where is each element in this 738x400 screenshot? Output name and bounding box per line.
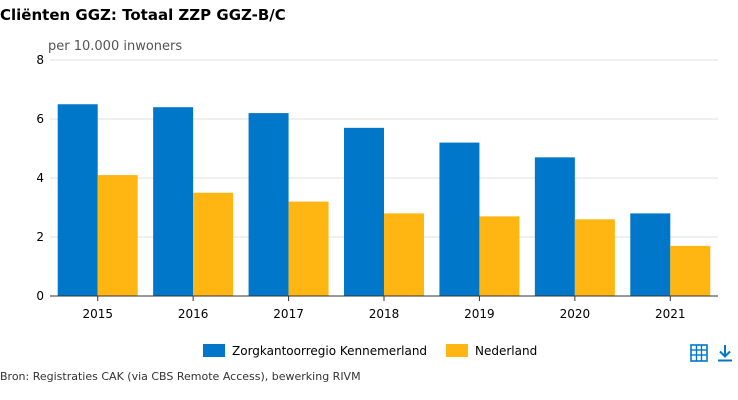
legend-swatch[interactable] (446, 344, 468, 357)
bar-kennemerland-2017[interactable] (248, 113, 289, 296)
bar-nederland-2017[interactable] (288, 201, 329, 296)
x-tick-label: 2021 (655, 307, 686, 321)
legend-label[interactable]: Zorgkantoorregio Kennemerland (232, 344, 427, 358)
bar-nederland-2015[interactable] (97, 175, 138, 296)
x-tick-label: 2018 (369, 307, 400, 321)
bar-kennemerland-2016[interactable] (153, 107, 194, 296)
legend[interactable]: Zorgkantoorregio Kennemerland Nederland (203, 344, 537, 358)
download-icon[interactable] (716, 344, 734, 362)
y-tick-label: 4 (36, 171, 44, 185)
y-tick-label: 2 (36, 230, 44, 244)
bar-nederland-2019[interactable] (479, 216, 520, 296)
legend-label[interactable]: Nederland (475, 344, 537, 358)
y-tick-label: 6 (36, 112, 44, 126)
x-tick-label: 2019 (464, 307, 495, 321)
y-tick-label: 8 (36, 53, 44, 67)
x-tick-label: 2016 (178, 307, 209, 321)
bar-nederland-2021[interactable] (670, 245, 711, 296)
y-axis-label: per 10.000 inwoners (48, 39, 182, 54)
y-axis-ticks: 0 2 4 6 8 (36, 53, 44, 303)
bar-kennemerland-2021[interactable] (630, 213, 671, 296)
bar-kennemerland-2019[interactable] (439, 142, 480, 296)
x-tick-label: 2015 (82, 307, 113, 321)
table-icon[interactable] (690, 344, 708, 362)
bar-kennemerland-2015[interactable] (57, 104, 98, 296)
bar-kennemerland-2018[interactable] (344, 127, 384, 296)
source-note: Bron: Registraties CAK (via CBS Remote A… (0, 370, 361, 383)
x-tick-label: 2017 (273, 307, 304, 321)
chart-tools (690, 344, 734, 362)
bar-nederland-2016[interactable] (193, 192, 234, 296)
bar-kennemerland-2020[interactable] (534, 157, 575, 296)
x-tick-label: 2020 (560, 307, 591, 321)
chart-title: Cliënten GGZ: Totaal ZZP GGZ-B/C (0, 6, 286, 24)
bar-nederland-2018[interactable] (384, 213, 424, 296)
y-tick-label: 0 (36, 289, 44, 303)
x-axis-ticks: 2015 2016 2017 2018 2019 2020 2021 (82, 296, 686, 321)
legend-swatch[interactable] (203, 344, 225, 357)
bars (57, 104, 711, 296)
bar-nederland-2020[interactable] (574, 219, 615, 296)
